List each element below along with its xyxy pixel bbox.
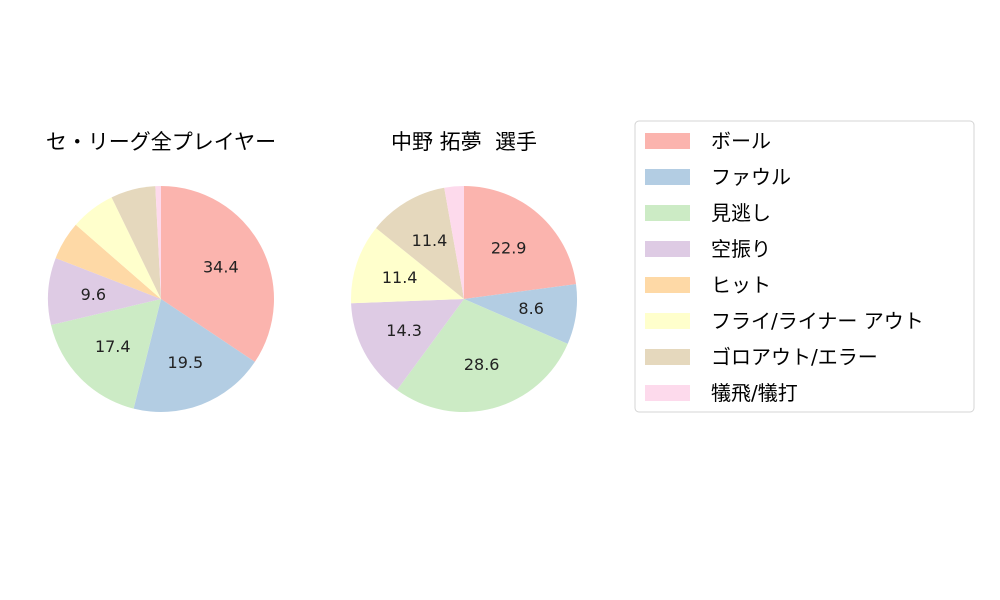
slice-value-label: 17.4 [95,337,131,356]
pie-slice [47,258,161,326]
slice-value-label: 28.6 [464,355,500,374]
slice-value-label: 8.6 [518,299,543,318]
pie-slice [133,299,255,412]
legend-label: 空振り [711,237,771,261]
pie-slice [111,186,161,299]
legend-swatch [645,349,690,365]
pie-slice [75,197,161,299]
slice-value-label: 11.4 [412,231,448,250]
legend-swatch [645,205,690,221]
legend-item: ファウル [645,165,791,189]
legend-item: ヒット [645,273,771,297]
legend-item: 空振り [645,237,771,261]
slice-value-label: 22.9 [491,239,527,258]
legend-swatch [645,241,690,257]
pie-chart-league: セ・リーグ全プレイヤー 34.4 19.5 17.4 9.6 [46,130,276,412]
slice-value-label: 34.4 [203,258,239,277]
legend-item: ゴロアウト/エラー [645,345,878,369]
slice-value-label: 14.3 [386,321,422,340]
chart-title-league: セ・リーグ全プレイヤー [46,130,276,154]
chart-title-player: 中野 拓夢 選手 [391,130,537,154]
legend-label: フライ/ライナー アウト [711,309,924,333]
slice-value-label: 11.4 [382,268,418,287]
legend-swatch [645,385,690,401]
pie-slice [351,228,464,304]
legend-label: ファウル [711,165,791,189]
pie-slice [376,187,464,299]
legend-item: ボール [645,129,771,153]
legend-swatch [645,169,690,185]
legend-label: 見逃し [711,201,771,225]
pie-slice [51,299,161,409]
pie-slice [444,186,464,299]
pie-slice [55,224,161,299]
slice-value-label: 19.5 [168,353,204,372]
pie-slice [155,186,161,299]
legend-item: 見逃し [645,201,771,225]
pie-slice [464,284,577,344]
pie-slice [397,299,568,413]
legend-item: フライ/ライナー アウト [645,309,924,333]
legend-frame [634,120,975,413]
pie-chart-player: 中野 拓夢 選手 22.9 8.6 28.6 14.3 11.4 11.4 [351,130,577,413]
legend-swatch [645,313,690,329]
legend-swatch [645,133,690,149]
legend-label: 犠飛/犠打 [711,381,798,405]
legend-swatch [645,277,690,293]
legend-label: ヒット [711,273,771,297]
legend-label: ボール [711,129,771,153]
pie-slice [351,299,464,390]
pie-slice [161,186,274,362]
legend-item: 犠飛/犠打 [645,381,798,405]
pie-slice [464,186,577,299]
legend-label: ゴロアウト/エラー [711,345,878,369]
slice-value-label: 9.6 [81,285,106,304]
